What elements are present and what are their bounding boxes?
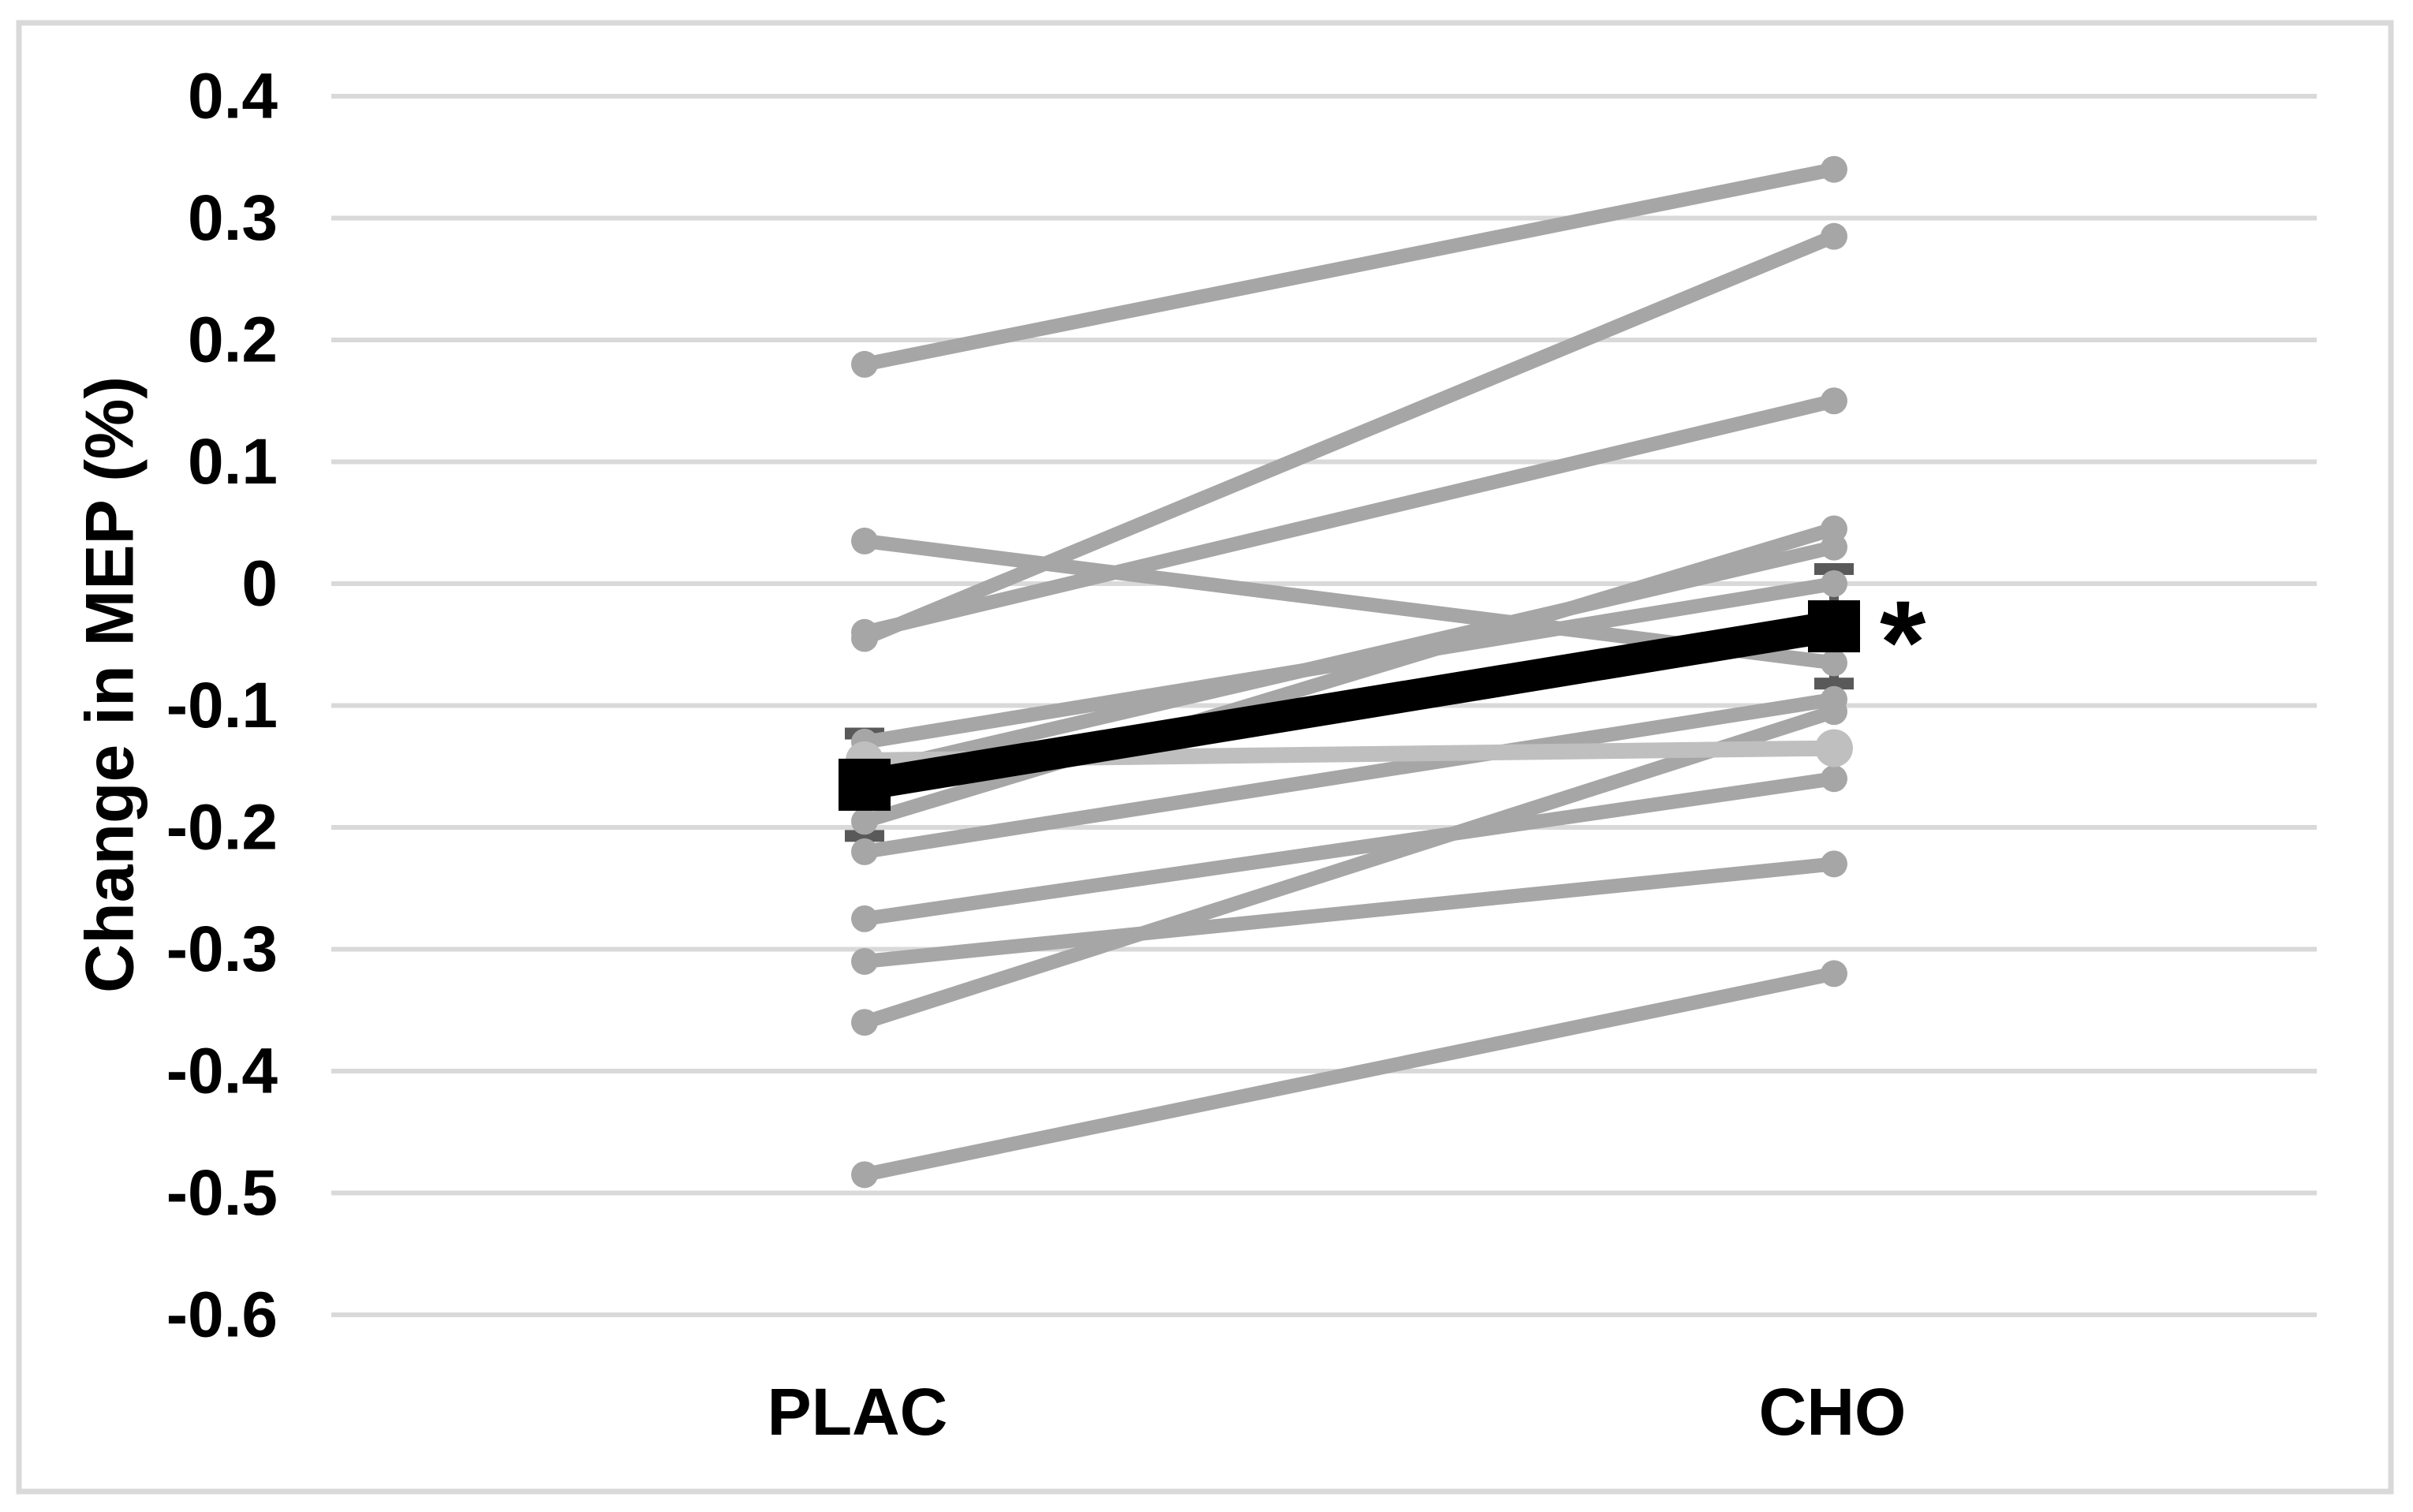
mean-line-segment bbox=[861, 610, 1837, 801]
participant-dot-cho bbox=[1821, 765, 1847, 793]
participant-line bbox=[863, 692, 1836, 859]
mean-square-marker bbox=[1808, 600, 1860, 653]
figure-border-rect bbox=[16, 20, 2394, 1495]
participant-dot-cho bbox=[1821, 570, 1847, 597]
error-bar-cap bbox=[845, 830, 884, 842]
participant-dot-plac bbox=[851, 527, 878, 554]
participant-dot-plac bbox=[851, 350, 878, 378]
significance-asterisk: * bbox=[1880, 576, 1926, 708]
y-tick-label: 0.4 bbox=[188, 61, 278, 133]
participant-line bbox=[863, 162, 1836, 371]
y-tick-label: 0.1 bbox=[188, 426, 278, 498]
y-tick-label: -0.1 bbox=[166, 670, 278, 741]
x-category-label-plac: PLAC bbox=[767, 1375, 948, 1449]
significance-asterisk-glyph: * bbox=[1880, 576, 1926, 708]
participant-dot-cho bbox=[1821, 387, 1847, 415]
participant-dot-cho bbox=[1821, 222, 1847, 250]
y-tick-label: 0.3 bbox=[188, 182, 278, 254]
participant-dot-plac bbox=[851, 947, 878, 975]
participant-dot-cho bbox=[1821, 960, 1847, 987]
participant-line bbox=[863, 771, 1836, 926]
y-tick-label: -0.3 bbox=[166, 913, 278, 985]
participant-dot-cho bbox=[1821, 533, 1847, 561]
mean-line bbox=[839, 600, 1860, 811]
participant-dot-cho bbox=[1821, 155, 1847, 183]
participant-dot-plac bbox=[851, 838, 878, 865]
y-tick-label: 0.2 bbox=[188, 304, 278, 376]
y-tick-label: -0.5 bbox=[166, 1157, 278, 1229]
y-tick-label: -0.6 bbox=[166, 1279, 278, 1351]
participant-dot-plac bbox=[851, 905, 878, 932]
x-category-label-cho: CHO bbox=[1758, 1375, 1907, 1449]
participant-dot-cho bbox=[1821, 685, 1847, 713]
y-tick-label: -0.2 bbox=[166, 792, 278, 864]
gridlines bbox=[331, 94, 2317, 1317]
individual-lines bbox=[846, 155, 1853, 1189]
participant-line bbox=[864, 857, 1835, 969]
participant-dot-cho bbox=[1821, 649, 1847, 677]
participant-dot-cho bbox=[1815, 729, 1853, 767]
y-axis-title: Change in MEP (%) bbox=[72, 375, 148, 994]
figure-border bbox=[16, 20, 2394, 1495]
y-tick-label: 0 bbox=[241, 548, 278, 620]
participant-line bbox=[863, 577, 1836, 749]
y-axis-tick-labels: 0.4 0.3 0.2 0.1 0 -0.1 -0.2 -0.3 -0.4 -0.5 -0.6 bbox=[166, 61, 278, 1351]
participant-line bbox=[863, 966, 1836, 1182]
participant-line bbox=[862, 704, 1836, 1029]
participant-dot-plac bbox=[851, 1009, 878, 1036]
participant-dot-cho bbox=[1821, 850, 1847, 878]
y-tick-label: -0.4 bbox=[166, 1036, 278, 1107]
participant-line bbox=[861, 230, 1837, 645]
participant-line bbox=[862, 394, 1836, 640]
error-bar-cap bbox=[1814, 678, 1854, 690]
participant-dot-plac bbox=[851, 1161, 878, 1189]
mean-square-marker bbox=[839, 758, 891, 811]
participant-dot-plac bbox=[851, 808, 878, 835]
error-bar-cap bbox=[1814, 562, 1854, 575]
participant-dot-plac bbox=[851, 618, 878, 646]
